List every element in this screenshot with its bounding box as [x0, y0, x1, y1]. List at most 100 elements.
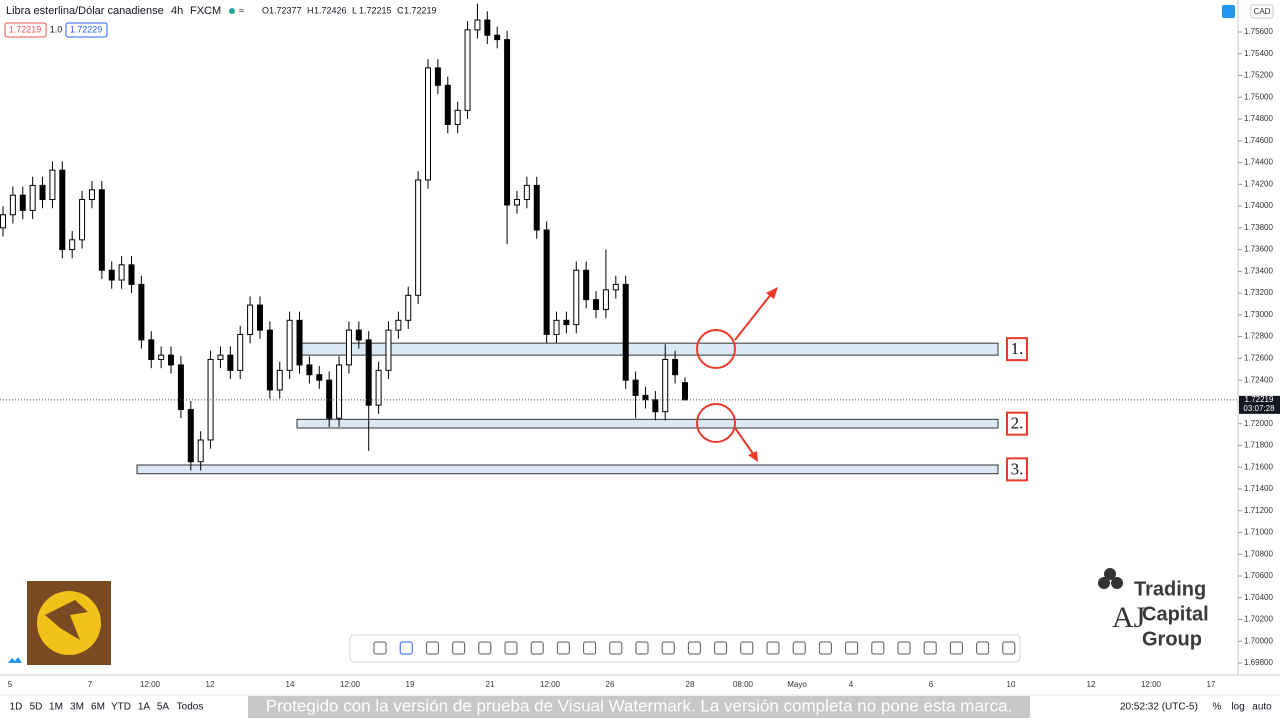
candle-body — [39, 184, 46, 201]
range-button[interactable]: 5A — [157, 702, 170, 713]
candle-body — [652, 399, 659, 413]
tool-icon[interactable] — [714, 641, 728, 655]
y-tick-label: 1.70200 — [1244, 615, 1273, 624]
candle-body — [326, 379, 333, 419]
y-tick-label: 1.74800 — [1244, 114, 1273, 123]
spread: 1.0 — [50, 24, 63, 34]
candle-body — [375, 369, 382, 406]
logo-aj: AJ — [1112, 601, 1146, 634]
arrow-down — [734, 427, 755, 456]
candle-body — [148, 339, 155, 360]
tool-icon[interactable] — [871, 641, 885, 655]
tool-icon[interactable] — [373, 641, 387, 655]
tool-icon[interactable] — [556, 641, 570, 655]
x-tick-label: 12:00 — [1141, 680, 1162, 689]
range-button[interactable]: 6M — [91, 702, 105, 713]
candle-body — [434, 67, 441, 86]
bid-box — [4, 22, 47, 38]
candle-body — [197, 439, 204, 463]
scale-option[interactable]: % — [1213, 702, 1222, 713]
candle-body — [484, 19, 491, 36]
tool-icon[interactable] — [583, 641, 597, 655]
tool-icon[interactable] — [766, 641, 780, 655]
tool-icon[interactable] — [976, 641, 990, 655]
tool-icon[interactable] — [504, 641, 518, 655]
candle-body — [69, 239, 76, 251]
tv-logo — [8, 657, 22, 663]
candle-body — [622, 283, 629, 381]
ohlc-label: L — [352, 5, 357, 15]
scale-option[interactable]: auto — [1252, 702, 1272, 713]
y-tick-label: 1.71000 — [1244, 528, 1273, 537]
x-tick-label: 17 — [1207, 680, 1216, 689]
interval: 4h — [171, 5, 183, 17]
x-tick-label: 12 — [206, 680, 215, 689]
tool-icon[interactable] — [452, 641, 466, 655]
tool-icon[interactable] — [661, 641, 675, 655]
y-tick-label: 1.73800 — [1244, 223, 1273, 232]
tool-icon[interactable] — [478, 641, 492, 655]
range-button[interactable]: 1A — [138, 702, 151, 713]
range-button[interactable]: Todos — [177, 702, 204, 713]
tool-icon[interactable] — [530, 641, 544, 655]
candle-body — [19, 194, 26, 211]
tool-icon[interactable] — [399, 641, 413, 655]
candle-body — [533, 184, 540, 231]
candle-body — [405, 294, 412, 321]
candle-body — [553, 319, 560, 335]
tool-icon[interactable] — [1002, 641, 1016, 655]
candle-body — [513, 199, 520, 206]
scale-option[interactable]: log — [1231, 702, 1244, 713]
last-price-box — [1239, 395, 1280, 414]
symbol: Libra esterlina/Dólar canadiense — [6, 5, 164, 17]
ohlc-value: 1.72426 — [314, 5, 347, 15]
candle-body — [612, 283, 619, 291]
tool-icon[interactable] — [897, 641, 911, 655]
candle-body — [563, 319, 570, 326]
range-button[interactable]: 5D — [30, 702, 43, 713]
candle-body — [336, 364, 343, 419]
tool-icon[interactable] — [949, 641, 963, 655]
tool-icon[interactable] — [425, 641, 439, 655]
drawing-toolbar — [349, 634, 1021, 663]
tool-icon[interactable] — [818, 641, 832, 655]
tool-icon[interactable] — [923, 641, 937, 655]
tool-icon[interactable] — [687, 641, 701, 655]
countdown: 03:07:28 — [1243, 404, 1275, 413]
tool-icon[interactable] — [845, 641, 859, 655]
x-tick-label: 12:00 — [140, 680, 161, 689]
candle-body — [59, 169, 66, 251]
candle-body — [425, 67, 432, 181]
y-tick-label: 1.75600 — [1244, 27, 1273, 36]
candle-body — [227, 354, 234, 371]
range-button[interactable]: YTD — [111, 702, 131, 713]
x-tick-label: 5 — [8, 680, 13, 689]
tool-icon[interactable] — [635, 641, 649, 655]
range-button[interactable]: 1M — [49, 702, 63, 713]
candle-body — [0, 214, 6, 229]
logo-club — [1111, 577, 1123, 589]
tool-icon[interactable] — [740, 641, 754, 655]
candle-body — [98, 189, 105, 271]
candle-body — [573, 269, 580, 326]
zone-label: 2. — [1011, 414, 1024, 433]
tool-icon[interactable] — [792, 641, 806, 655]
y-tick-label: 1.71800 — [1244, 441, 1273, 450]
arrow-up — [734, 292, 773, 341]
candle-body — [415, 179, 422, 296]
bottom-bar: 1D 5D 1M 3M 6M YTD 1A 5A Todos% log auto — [10, 702, 1273, 713]
plot: 1.698001.700001.702001.704001.706001.708… — [0, 3, 1280, 689]
candle-body — [49, 169, 56, 201]
y-tick-label: 1.71600 — [1244, 462, 1273, 471]
y-tick-label: 1.70400 — [1244, 593, 1273, 602]
toolbar-icons — [373, 641, 1016, 655]
watermark: Protegido con la versión de prueba de Vi… — [266, 696, 1013, 715]
settings-button[interactable] — [1222, 5, 1235, 18]
tool-icon[interactable] — [609, 641, 623, 655]
circle-annotation — [696, 329, 736, 369]
candle-body — [138, 283, 145, 341]
last-price: 1.72219 — [1245, 395, 1274, 404]
candle-body — [385, 329, 392, 371]
range-button[interactable]: 1D — [10, 702, 23, 713]
range-button[interactable]: 3M — [70, 702, 84, 713]
